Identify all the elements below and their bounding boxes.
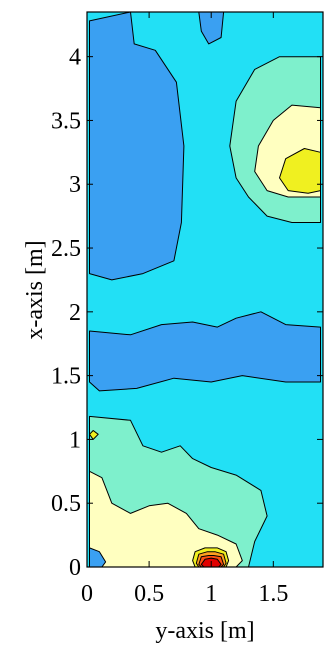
- y-tick-label: 2: [69, 300, 81, 326]
- x-tick-label: 1.5: [258, 581, 288, 607]
- y-axis-label: x-axis [m]: [22, 240, 48, 339]
- contour-regions: [87, 12, 323, 567]
- plot-frame: [86, 11, 324, 568]
- x-tick-label: 1: [205, 581, 217, 607]
- y-tick-label: 3: [69, 172, 81, 198]
- contour-region-top-center-low: [198, 12, 225, 45]
- y-tick-label: 3.5: [51, 108, 81, 134]
- y-tick-label: 2.5: [51, 236, 81, 262]
- contour-region-middle-band-low: [89, 311, 321, 392]
- contour-region-upper-right-peak: [279, 148, 321, 194]
- x-tick-label: 0: [81, 581, 93, 607]
- y-tick-label: 0.5: [51, 491, 81, 517]
- contour-region-bottom-left-high: [89, 470, 243, 567]
- x-tick-label: 0.5: [134, 581, 164, 607]
- y-tick-label: 4: [69, 45, 81, 71]
- x-axis-label: y-axis [m]: [155, 618, 254, 644]
- contour-region-upper-left-low: [89, 12, 185, 281]
- contour-region-left-edge-spot: [89, 430, 99, 440]
- y-axis-ticks: 0 0.5 1 1.5 2 2.5 3 3.5 4: [51, 45, 323, 581]
- y-tick-label: 1: [69, 427, 81, 453]
- y-tick-label: 1.5: [51, 364, 81, 390]
- x-axis-ticks: 0 0.5 1 1.5: [81, 12, 288, 607]
- y-tick-label: 0: [69, 555, 81, 581]
- contour-region-bottom-left-corner-low: [89, 547, 107, 567]
